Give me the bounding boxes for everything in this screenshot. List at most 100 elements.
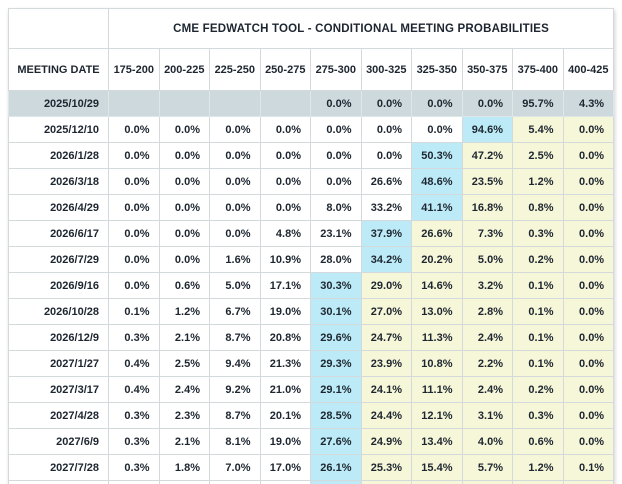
probability-cell: 0.3%	[108, 324, 160, 351]
probability-cell: 5.0%	[209, 272, 261, 299]
probability-cell: 2.1%	[158, 428, 210, 455]
probability-cell: 14.6%	[411, 272, 463, 299]
probability-cell: 0.0%	[461, 90, 513, 117]
probability-cell: 0.0%	[562, 194, 615, 221]
probability-cell: 5.0%	[461, 246, 513, 273]
probability-cell: 4.8%	[259, 220, 311, 247]
probability-cell: 10.8%	[411, 350, 463, 377]
table-row: 2027/6/9 0.3% 2.1% 8.1% 19.0% 27.6% 24.9% 13.4%…	[8, 428, 615, 455]
probability-cell: 19.0%	[259, 298, 311, 325]
probability-cell: 0.0%	[562, 324, 615, 351]
probability-cell: 2.4%	[158, 376, 210, 403]
table-row: 2026/3/18 0.0% 0.0% 0.0% 0.0% 0.0% 26.6% 48.6% 2…	[8, 168, 615, 195]
probability-cell: 11.3%	[411, 324, 463, 351]
probability-cell: 0.0%	[360, 116, 412, 143]
probability-cell: 0.3%	[512, 402, 564, 429]
meeting-date-cell[interactable]: 2027/9/15	[8, 480, 109, 484]
table-row: 2027/4/28 0.3% 2.3% 8.7% 20.1% 28.5% 24.4% 12.1…	[8, 402, 615, 429]
table-row: 2027/3/17 0.4% 2.4% 9.2% 21.0% 29.1% 24.1% 11.1…	[8, 376, 615, 403]
meeting-date-cell[interactable]: 2027/6/9	[8, 428, 109, 455]
meeting-date-cell[interactable]: 2027/3/17	[8, 376, 109, 403]
probability-cell: 21.3%	[259, 350, 311, 377]
probability-cell: 1.6%	[209, 246, 261, 273]
meeting-date-cell[interactable]: 2025/10/29	[8, 90, 109, 117]
meeting-date-cell[interactable]: 2026/4/29	[8, 194, 109, 221]
probability-cell: 0.0%	[108, 168, 160, 195]
probability-cell: 13.4%	[411, 428, 463, 455]
probability-cell: 0.0%	[108, 272, 160, 299]
probability-cell: 0.0%	[158, 116, 210, 143]
column-header-row: MEETING DATE 175-200 200-225 225-250 250-27…	[8, 48, 615, 91]
probability-cell: 29.6%	[310, 324, 362, 351]
probability-cell: 17.0%	[259, 480, 311, 484]
probability-cell: 17.0%	[259, 454, 311, 481]
probability-cell: 34.2%	[360, 246, 412, 273]
probability-cell: 24.9%	[360, 428, 412, 455]
probability-cell: 29.1%	[310, 376, 362, 403]
probability-cell: 2.3%	[158, 402, 210, 429]
probability-cell: 0.0%	[310, 142, 362, 169]
probability-cell: 0.0%	[259, 142, 311, 169]
probability-cell: 24.1%	[360, 376, 412, 403]
meeting-date-cell[interactable]: 2026/6/17	[8, 220, 109, 247]
meeting-date-cell[interactable]: 2027/7/28	[8, 454, 109, 481]
probability-cell: 4.3%	[562, 90, 615, 117]
probability-cell: 48.6%	[411, 168, 463, 195]
probability-cell: 24.4%	[360, 402, 412, 429]
probability-cell: 7.0%	[209, 480, 261, 484]
probability-cell: 9.4%	[209, 350, 261, 377]
probability-cell: 0.0%	[562, 116, 615, 143]
probability-cell: 15.4%	[411, 480, 463, 484]
probability-cell: 8.7%	[209, 402, 261, 429]
probability-cell: 0.0%	[108, 246, 160, 273]
probability-cell: 2.5%	[512, 142, 564, 169]
probability-cell: 1.2%	[512, 454, 564, 481]
meeting-date-cell[interactable]: 2027/1/27	[8, 350, 109, 377]
meeting-date-cell[interactable]: 2027/4/28	[8, 402, 109, 429]
probability-cell: 0.0%	[259, 116, 311, 143]
meeting-date-cell[interactable]: 2026/10/28	[8, 298, 109, 325]
probability-cell: 26.1%	[310, 480, 362, 484]
probability-cell: 23.5%	[461, 168, 513, 195]
probability-cell: 8.7%	[209, 324, 261, 351]
probability-cell: 29.3%	[310, 350, 362, 377]
probability-cell: 17.1%	[259, 272, 311, 299]
probability-cell: 0.0%	[209, 116, 261, 143]
meeting-date-cell[interactable]: 2025/12/10	[8, 116, 109, 143]
probability-cell: 2.2%	[461, 350, 513, 377]
probability-cell: 47.2%	[461, 142, 513, 169]
probability-cell: 0.0%	[411, 90, 463, 117]
probability-cell: 0.3%	[512, 220, 564, 247]
probability-cell: 0.0%	[209, 194, 261, 221]
probability-cell: 10.9%	[259, 246, 311, 273]
meeting-date-cell[interactable]: 2026/12/9	[8, 324, 109, 351]
probability-cell: 29.0%	[360, 272, 412, 299]
probability-cell: 0.3%	[108, 480, 160, 484]
probability-cell: 0.0%	[360, 142, 412, 169]
probability-cell: 0.2%	[512, 376, 564, 403]
probability-cell: 0.0%	[209, 142, 261, 169]
table-title: CME FEDWATCH TOOL - CONDITIONAL MEETING …	[107, 8, 615, 49]
probability-cell: 25.3%	[360, 480, 412, 484]
meeting-date-cell[interactable]: 2026/9/16	[8, 272, 109, 299]
probability-cell: 5.7%	[461, 454, 513, 481]
probability-cell: 2.8%	[461, 298, 513, 325]
rate-bin-header-225-250: 225-250	[209, 48, 261, 91]
probability-cell: 0.1%	[562, 480, 615, 484]
probability-cell: 0.0%	[158, 142, 210, 169]
meeting-date-cell[interactable]: 2026/7/29	[8, 246, 109, 273]
probability-cell: 0.0%	[158, 194, 210, 221]
probability-cell: 0.1%	[562, 454, 615, 481]
probability-cell: 23.9%	[360, 350, 412, 377]
probability-cell: 9.2%	[209, 376, 261, 403]
meeting-date-cell[interactable]: 2026/3/18	[8, 168, 109, 195]
table-row: 2026/1/28 0.0% 0.0% 0.0% 0.0% 0.0% 0.0% 50.3% 47…	[8, 142, 615, 169]
meeting-date-cell[interactable]: 2026/1/28	[8, 142, 109, 169]
table-row: 2025/10/29 0.0% 0.0% 0.0% 0.0% 95.7% 4.3%	[8, 90, 615, 117]
probability-cell: 20.1%	[259, 402, 311, 429]
probability-cell: 0.0%	[158, 168, 210, 195]
probability-cell: 8.0%	[310, 194, 362, 221]
probability-cell: 3.2%	[461, 272, 513, 299]
probability-cell: 7.3%	[461, 220, 513, 247]
